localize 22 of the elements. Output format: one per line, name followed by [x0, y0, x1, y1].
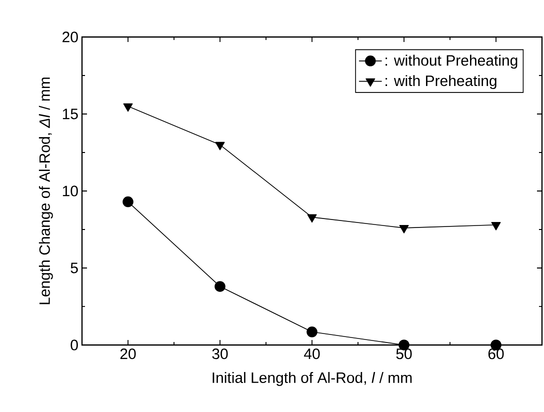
x-tick-label: 30	[212, 348, 228, 360]
point	[491, 222, 501, 230]
point	[123, 103, 133, 112]
point	[215, 142, 225, 150]
legend-label: : with Preheating	[386, 75, 496, 90]
legend-label: : without Preheating	[386, 54, 518, 69]
y-tick-label: 10	[62, 186, 78, 196]
x-tick-label: 60	[488, 348, 504, 360]
point	[122, 196, 134, 208]
x-tick-label: 40	[304, 348, 320, 360]
y-tick-label: 0	[70, 340, 78, 350]
y-axis-title: Length Change of Al-Rod, Δl / mm	[38, 78, 53, 304]
y-tick-label: 5	[70, 262, 78, 274]
y-tick-label: 15	[62, 108, 78, 120]
x-tick-label: 20	[120, 348, 136, 360]
point	[399, 225, 409, 234]
point	[214, 281, 226, 292]
point	[307, 214, 317, 223]
x-tick-label: 50	[396, 348, 412, 360]
x-axis-title: Initial Length of Al-Rod, l / mm	[212, 372, 412, 386]
y-tick-label: 20	[62, 32, 78, 42]
point	[306, 326, 318, 338]
